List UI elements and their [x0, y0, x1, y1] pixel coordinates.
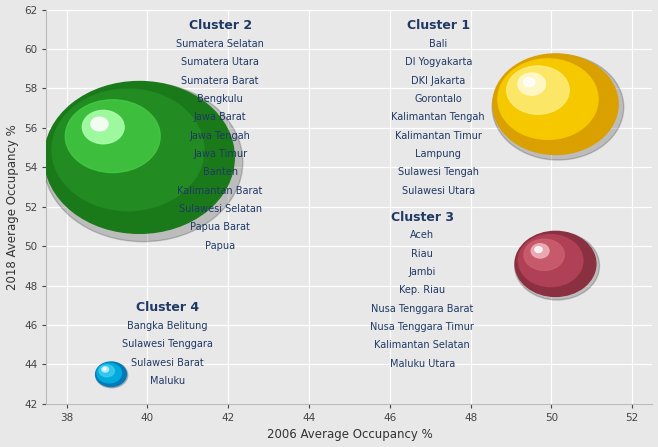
Ellipse shape	[82, 110, 124, 144]
Text: Bali: Bali	[429, 39, 447, 49]
Ellipse shape	[498, 59, 598, 139]
Ellipse shape	[52, 89, 204, 211]
Text: Nusa Tenggara Timur: Nusa Tenggara Timur	[370, 322, 474, 332]
Text: Bangka Belitung: Bangka Belitung	[128, 321, 208, 331]
Ellipse shape	[102, 367, 109, 372]
Text: Kalimantan Barat: Kalimantan Barat	[178, 186, 263, 196]
Text: Cluster 4: Cluster 4	[136, 301, 199, 314]
Ellipse shape	[515, 232, 596, 296]
Ellipse shape	[91, 117, 108, 131]
Ellipse shape	[95, 362, 128, 388]
Text: Lampung: Lampung	[415, 149, 461, 159]
Ellipse shape	[518, 73, 545, 95]
Text: Jawa Tengah: Jawa Tengah	[190, 131, 251, 141]
Ellipse shape	[492, 55, 624, 160]
Ellipse shape	[99, 365, 114, 377]
Ellipse shape	[43, 82, 243, 242]
Ellipse shape	[531, 244, 549, 258]
Ellipse shape	[103, 368, 106, 370]
Text: Jawa Timur: Jawa Timur	[193, 149, 247, 159]
Text: Kalimantan Tengah: Kalimantan Tengah	[392, 113, 485, 122]
X-axis label: 2006 Average Occupancy %: 2006 Average Occupancy %	[266, 428, 432, 442]
Text: Jambi: Jambi	[409, 267, 436, 277]
Text: Papua Barat: Papua Barat	[190, 223, 250, 232]
Text: Sulawesi Selatan: Sulawesi Selatan	[178, 204, 262, 214]
Text: Nusa Tenggara Barat: Nusa Tenggara Barat	[371, 304, 473, 314]
Text: Banten: Banten	[203, 168, 238, 177]
Text: Maluku Utara: Maluku Utara	[390, 358, 455, 369]
Ellipse shape	[535, 247, 542, 253]
Text: Bengkulu: Bengkulu	[197, 94, 243, 104]
Ellipse shape	[507, 66, 569, 114]
Text: DKI Jakarta: DKI Jakarta	[411, 76, 465, 86]
Text: Maluku: Maluku	[150, 376, 185, 386]
Text: Riau: Riau	[411, 249, 433, 259]
Text: Cluster 1: Cluster 1	[407, 19, 470, 33]
Ellipse shape	[519, 235, 583, 287]
Text: Gorontalo: Gorontalo	[415, 94, 462, 104]
Text: Papua: Papua	[205, 241, 235, 251]
Ellipse shape	[524, 77, 535, 87]
Ellipse shape	[524, 239, 565, 270]
Ellipse shape	[97, 363, 122, 383]
Text: Sulawesi Barat: Sulawesi Barat	[131, 358, 204, 368]
Text: Sumatera Utara: Sumatera Utara	[181, 58, 259, 67]
Text: Jawa Barat: Jawa Barat	[194, 113, 247, 122]
Text: Aceh: Aceh	[410, 230, 434, 240]
Text: DI Yogyakarta: DI Yogyakarta	[405, 58, 472, 67]
Text: Sulawesi Utara: Sulawesi Utara	[402, 186, 475, 196]
Text: Kalimantan Selatan: Kalimantan Selatan	[374, 340, 470, 350]
Text: Kalimantan Timur: Kalimantan Timur	[395, 131, 482, 141]
Text: Kep. Riau: Kep. Riau	[399, 285, 445, 295]
Text: Cluster 3: Cluster 3	[391, 211, 453, 224]
Ellipse shape	[65, 100, 160, 173]
Text: Sulawesi Tenggara: Sulawesi Tenggara	[122, 339, 213, 350]
Text: Sumatera Selatan: Sumatera Selatan	[176, 39, 264, 49]
Ellipse shape	[95, 362, 126, 387]
Ellipse shape	[493, 54, 618, 155]
Text: Cluster 2: Cluster 2	[189, 19, 252, 33]
Y-axis label: 2018 Average Occupancy %: 2018 Average Occupancy %	[5, 124, 18, 290]
Text: Sumatera Barat: Sumatera Barat	[182, 76, 259, 86]
Text: Sulawesi Tengah: Sulawesi Tengah	[398, 168, 479, 177]
Ellipse shape	[44, 81, 234, 233]
Ellipse shape	[515, 232, 599, 300]
